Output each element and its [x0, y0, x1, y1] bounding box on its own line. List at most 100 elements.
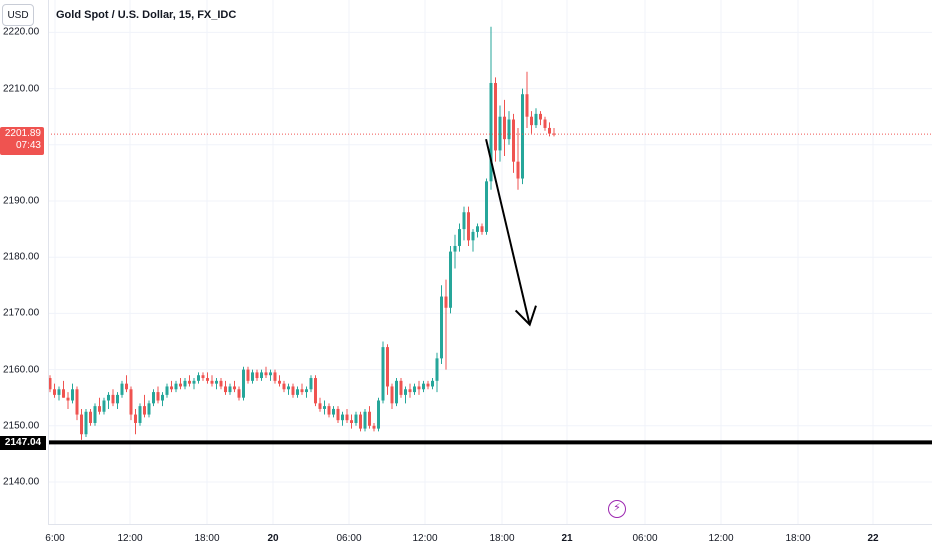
arrow-annotation-line	[485, 138, 531, 325]
candle-body	[287, 386, 290, 390]
candle-body	[314, 378, 317, 404]
candle-body	[395, 380, 398, 404]
time-tick-label: 06:00	[632, 533, 658, 544]
candle-body	[192, 380, 196, 384]
candle-body	[417, 386, 421, 390]
candle-body	[354, 414, 358, 423]
time-axis[interactable]: 6:00 12:00 18:00 20 06:00 12:00 18:00 21 06:00 12…	[45, 524, 932, 551]
candle-body	[233, 386, 236, 390]
candle-body	[120, 383, 124, 395]
time-tick-label: 6:00	[45, 533, 65, 544]
candle-body	[75, 389, 79, 415]
time-tick-label: 21	[561, 533, 573, 544]
candle-body	[138, 406, 142, 423]
candle-body	[525, 94, 529, 117]
candle-body	[512, 119, 515, 162]
candle-body	[516, 161, 520, 179]
currency-button[interactable]: USD	[2, 4, 34, 26]
time-tick-label: 18:00	[785, 533, 811, 544]
candle-body	[224, 386, 227, 393]
candle-body	[539, 113, 542, 120]
candle-body	[552, 133, 556, 135]
candle-body	[485, 181, 488, 232]
price-tick-label: 2210.00	[3, 83, 40, 95]
time-tick-label: 18:00	[194, 533, 220, 544]
time-tick-label: 06:00	[336, 533, 362, 544]
candle-body	[143, 406, 146, 415]
candle-body	[291, 386, 295, 395]
candle-body	[197, 375, 200, 381]
candle-body	[467, 212, 470, 241]
candle-body	[179, 383, 182, 387]
current-price-value: 2201.89	[4, 128, 41, 139]
candle-body	[215, 380, 218, 384]
candle-body	[206, 378, 209, 381]
candle-body	[273, 372, 277, 381]
candle-body	[413, 386, 416, 393]
candle-body	[440, 296, 443, 359]
candle-body	[93, 406, 97, 423]
candle-body	[332, 408, 335, 415]
candle-body	[327, 406, 331, 415]
candle-body	[161, 394, 164, 401]
candle-body	[242, 369, 245, 398]
candle-body	[359, 414, 362, 429]
candle-body	[278, 380, 281, 384]
candle-body	[188, 380, 191, 384]
candle-body	[62, 389, 65, 398]
lightning-icon[interactable]: ⚡	[608, 500, 626, 518]
candle-body	[71, 389, 74, 401]
candle-body	[422, 383, 425, 390]
candle-body	[507, 119, 511, 140]
candle-body	[48, 378, 52, 390]
candle-body	[404, 389, 407, 395]
candle-body	[471, 231, 475, 241]
symbol-title: Gold Spot / U.S. Dollar, 15, FX_IDC	[56, 9, 237, 21]
candle-body	[201, 375, 205, 379]
price-tick-label: 2150.00	[3, 420, 40, 432]
time-tick-label: 18:00	[489, 533, 515, 544]
candle-body	[350, 420, 353, 423]
price-tick-label: 2170.00	[3, 307, 40, 319]
candle-body	[548, 127, 551, 134]
candle-body	[147, 403, 151, 415]
candle-body	[264, 372, 268, 376]
bar-countdown: 07:43	[15, 140, 41, 151]
candle-body	[336, 408, 340, 421]
candle-body	[408, 389, 412, 393]
candle-body	[363, 411, 367, 429]
candle-body	[125, 383, 128, 390]
candle-body	[134, 414, 137, 423]
candle-body	[269, 372, 272, 376]
candle-body	[305, 389, 308, 393]
candle-body	[530, 116, 533, 126]
candle-body	[219, 380, 223, 387]
candle-body	[368, 411, 371, 426]
candle-body	[156, 392, 160, 401]
candle-body	[107, 394, 110, 401]
candle-body	[534, 113, 538, 126]
candle-body	[183, 380, 187, 387]
candle-body	[377, 400, 380, 429]
time-tick-label: 22	[867, 533, 879, 544]
candle-body	[111, 394, 115, 404]
candle-body	[282, 383, 286, 390]
candle-body	[129, 389, 133, 415]
candle-body	[210, 380, 214, 384]
candle-body	[386, 347, 389, 387]
candle-body	[300, 389, 304, 393]
current-price-label: 2201.89 07:43	[0, 127, 44, 155]
candle-body	[323, 406, 326, 409]
candle-body	[309, 378, 313, 390]
time-tick-label: 12:00	[708, 533, 734, 544]
price-tick-label: 2180.00	[3, 251, 40, 263]
time-tick-label: 20	[267, 533, 279, 544]
price-tick-label: 2220.00	[3, 26, 40, 38]
candle-body	[503, 116, 506, 140]
candle-body	[102, 400, 106, 412]
candle-body	[116, 394, 119, 404]
candle-body	[152, 392, 155, 404]
candle-body	[296, 389, 299, 395]
